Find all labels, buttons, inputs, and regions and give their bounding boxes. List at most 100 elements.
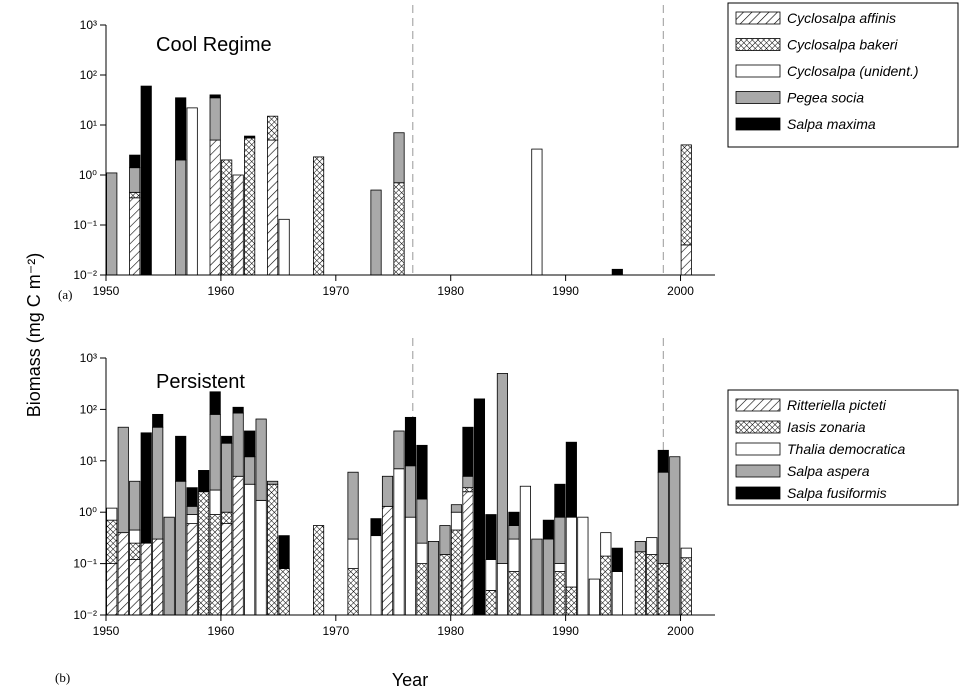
legend-label: Ritteriella picteti [787,397,887,413]
bar-segment [267,483,279,616]
x-tick-label: 1970 [322,284,349,298]
bar-segment [186,107,198,276]
bar-segment [439,525,451,555]
panel-label: (a) [58,287,72,302]
bar-segment [404,516,417,616]
legend-label: Salpa fusiformis [787,485,887,501]
legend-label: Cyclosalpa (unident.) [787,63,919,79]
bar-segment [221,159,233,276]
bar-segment [186,505,198,515]
bar-segment [680,144,692,246]
bar-segment [232,412,244,477]
bar-segment [129,542,141,560]
y-tick-label: 10² [80,402,97,416]
legend-label: Salpa aspera [787,463,870,479]
bar-segment [129,197,141,276]
legend-swatch [735,38,781,51]
bar-segment [129,154,141,169]
bar-segment [427,541,440,616]
bar-segment [221,523,233,616]
bar-segment [404,465,417,518]
bar-segment [129,559,141,616]
legend-swatch [735,442,781,456]
bar-segment [221,435,233,444]
bar-segment [565,516,577,588]
legend-swatch [735,398,781,412]
bar-segment [163,516,175,616]
bar-segment [450,504,463,513]
bar-segment [221,442,233,513]
bar-segment [186,523,198,616]
x-tick-label: 1960 [208,624,235,638]
bar-segment [577,516,589,616]
bar-segment [106,172,118,276]
bar-segment [496,373,508,564]
bar-segment [554,563,566,572]
panel-label: (b) [55,670,70,685]
bar-segment [393,468,405,616]
bar-segment [175,480,187,616]
bar-segment [496,563,508,616]
legend-swatch [735,464,781,478]
legend-swatch [735,117,781,131]
bar-segment [244,137,256,276]
bar-segment [267,139,279,276]
bar-segment [186,487,198,507]
legend-swatch [735,11,781,25]
x-tick-label: 1990 [552,284,579,298]
bar-segment [232,475,244,616]
bar-segment [381,475,394,507]
bar-segment [209,94,221,99]
y-tick-label: 10⁻¹ [73,218,97,232]
x-tick-label: 1980 [437,284,464,298]
bar-segment [416,444,428,500]
bar-segment [508,511,520,526]
bar-segment [175,159,187,276]
bar-segment [450,529,463,616]
x-tick-label: 1990 [552,624,579,638]
bar-segment [485,559,497,591]
bar-segment [209,391,221,415]
bar-segment [129,191,141,199]
y-tick-label: 10⁻² [73,608,97,622]
bar-segment [542,538,554,616]
bar-segment [611,571,623,616]
y-tick-label: 10⁰ [79,505,97,519]
bar-segment [244,456,256,485]
bar-segment [600,555,612,616]
legend-label: Salpa maxima [787,116,876,132]
bar-segment [611,268,623,276]
bar-segment [347,538,359,569]
bar-segment [267,115,279,141]
bar-segment [129,480,141,531]
bar-segment [313,525,325,616]
legend-label: Pegea socia [787,90,864,106]
bar-segment [175,435,187,482]
x-tick-label: 1970 [322,624,349,638]
bar-segment [657,449,669,473]
legend-label: Cyclosalpa affinis [787,10,896,26]
bar-segment [278,568,290,616]
bar-segment [347,471,359,540]
bar-segment [680,557,692,616]
bar-segment [393,132,405,184]
bar-segment [244,430,256,458]
bar-segment [439,554,451,616]
bar-segment [129,529,141,544]
bar-segment [117,532,129,616]
bar-segment [508,571,520,616]
bar-segment [209,413,221,491]
bar-segment [209,489,221,515]
bar-segment [186,514,198,525]
legend-swatch [735,91,781,104]
bar-segment [198,491,210,616]
bar-segment [140,542,152,616]
bar-segment [669,456,681,616]
bar-segment [221,511,233,525]
bar-segment [611,547,623,572]
bar-segment [278,218,290,276]
bar-segment [278,535,290,569]
y-tick-label: 10⁻¹ [73,557,97,571]
bar-segment [267,480,279,485]
bar-segment [370,189,382,276]
